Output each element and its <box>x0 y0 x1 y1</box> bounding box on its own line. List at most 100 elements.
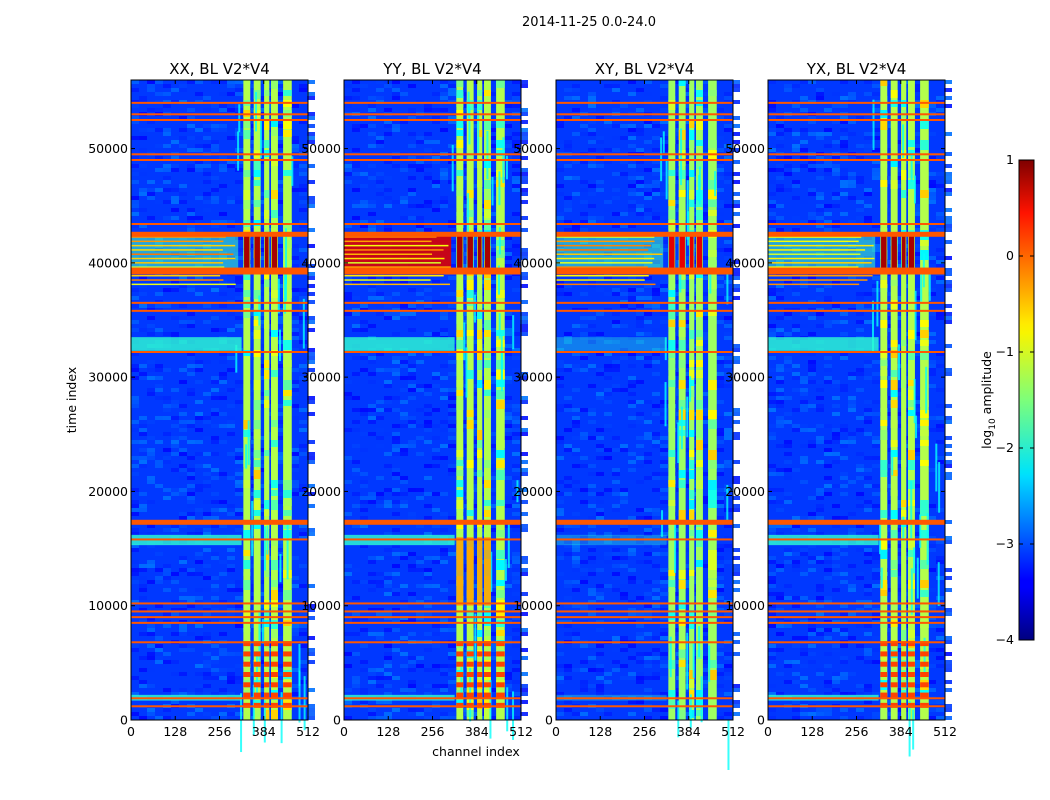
noise-cell <box>307 660 315 664</box>
noise-cell <box>448 468 456 472</box>
noise-cell <box>596 584 604 588</box>
noise-cell <box>572 512 580 516</box>
noise-cell <box>716 212 724 216</box>
noise-cell <box>424 428 432 432</box>
noise-cell <box>219 360 227 364</box>
noise-cell <box>344 596 352 600</box>
noise-cell <box>580 324 588 328</box>
noise-cell <box>227 136 235 140</box>
noise-cell <box>227 120 235 124</box>
noise-cell <box>792 148 800 152</box>
noise-cell <box>480 716 488 720</box>
noise-cell <box>588 276 596 280</box>
noise-cell <box>564 700 572 704</box>
noise-cell <box>556 624 564 628</box>
flare-line <box>344 244 449 247</box>
noise-cell <box>352 472 360 476</box>
noise-cell <box>171 164 179 168</box>
band-texture <box>253 470 261 479</box>
noise-cell <box>211 188 219 192</box>
noise-cell <box>652 564 660 568</box>
noise-cell <box>211 104 219 108</box>
noise-cell <box>267 96 275 100</box>
noise-cell <box>660 676 668 680</box>
noise-cell <box>604 200 612 204</box>
noise-cell <box>504 584 512 588</box>
noise-cell <box>448 388 456 392</box>
flagged-row <box>556 101 733 104</box>
noise-cell <box>163 460 171 464</box>
noise-cell <box>588 192 596 196</box>
noise-cell <box>235 380 243 384</box>
noise-cell <box>275 200 283 204</box>
noise-cell <box>564 96 572 100</box>
noise-cell <box>556 456 564 460</box>
band-texture <box>271 630 278 638</box>
streak <box>477 110 480 153</box>
noise-cell <box>488 220 496 224</box>
noise-cell <box>840 144 848 148</box>
noise-cell <box>660 632 668 636</box>
noise-cell <box>580 456 588 460</box>
flagged-row <box>131 269 308 275</box>
noise-cell <box>307 704 315 708</box>
noise-cell <box>652 148 660 152</box>
noise-cell <box>660 664 668 668</box>
noise-cell <box>652 648 660 652</box>
noise-cell <box>227 420 235 424</box>
noise-cell <box>179 184 187 188</box>
noise-cell <box>171 436 179 440</box>
noise-cell <box>211 676 219 680</box>
band-texture <box>696 120 703 130</box>
band-texture <box>496 550 505 559</box>
noise-cell <box>644 580 652 584</box>
noise-cell <box>368 212 376 216</box>
noise-cell <box>564 444 572 448</box>
noise-cell <box>768 132 776 136</box>
noise-cell <box>472 432 480 436</box>
noise-cell <box>211 656 219 660</box>
noise-cell <box>700 316 708 320</box>
noise-cell <box>596 592 604 596</box>
noise-cell <box>195 708 203 712</box>
noise-cell <box>480 648 488 652</box>
noise-cell <box>139 96 147 100</box>
noise-cell <box>259 436 267 440</box>
noise-cell <box>392 448 400 452</box>
noise-cell <box>472 528 480 532</box>
noise-cell <box>612 504 620 508</box>
noise-cell <box>275 332 283 336</box>
noise-cell <box>480 348 488 352</box>
noise-cell <box>660 652 668 656</box>
noise-cell <box>732 688 740 692</box>
noise-cell <box>612 172 620 176</box>
noise-cell <box>572 668 580 672</box>
noise-cell <box>227 356 235 360</box>
noise-cell <box>259 688 267 692</box>
noise-cell <box>307 136 315 140</box>
noise-cell <box>732 412 740 416</box>
noise-cell <box>392 712 400 716</box>
noise-cell <box>163 368 171 372</box>
noise-cell <box>392 588 400 592</box>
noise-cell <box>147 316 155 320</box>
noise-cell <box>588 216 596 220</box>
noise-cell <box>275 556 283 560</box>
noise-cell <box>131 548 139 552</box>
warm-region <box>484 537 491 606</box>
noise-cell <box>636 208 644 212</box>
noise-cell <box>392 164 400 168</box>
noise-cell <box>352 312 360 316</box>
noise-cell <box>700 212 708 216</box>
noise-cell <box>580 668 588 672</box>
band-texture <box>708 200 717 207</box>
noise-cell <box>488 528 496 532</box>
noise-cell <box>131 120 139 124</box>
noise-cell <box>732 348 740 352</box>
noise-cell <box>392 444 400 448</box>
noise-cell <box>808 132 816 136</box>
noise-cell <box>716 672 724 676</box>
x-tick-label: 256 <box>633 724 657 739</box>
noise-cell <box>131 440 139 444</box>
noise-cell <box>504 140 512 144</box>
